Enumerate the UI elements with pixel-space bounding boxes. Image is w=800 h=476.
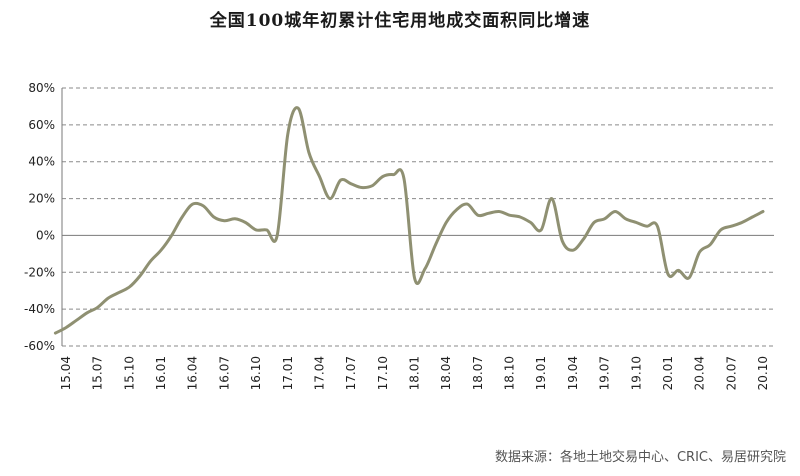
- y-tick-labels: -60% -40% -20% 0% 20% 40% 60% 80%: [24, 81, 55, 353]
- x-tick-label: 16.10: [249, 356, 263, 390]
- x-tick-label: 18.04: [439, 356, 453, 390]
- x-tick-label: 19.07: [598, 356, 612, 390]
- x-tick-label: 15.07: [91, 356, 105, 390]
- x-tick-label: 18.01: [408, 356, 422, 390]
- y-tick-label: -60%: [24, 339, 55, 353]
- y-tick-label: 80%: [28, 81, 55, 95]
- x-tick-label: 20.01: [661, 356, 675, 390]
- y-tick-label: -20%: [24, 265, 55, 279]
- x-tick-label: 19.01: [534, 356, 548, 390]
- series-line: [53, 106, 765, 335]
- x-tick-label: 17.07: [344, 356, 358, 390]
- x-tick-label: 17.01: [281, 356, 295, 390]
- x-tick-label: 20.10: [756, 356, 770, 390]
- x-tick-label: 16.01: [154, 356, 168, 390]
- x-tick-label: 15.04: [59, 356, 73, 390]
- x-tick-label: 18.10: [503, 356, 517, 390]
- y-tick-label: 40%: [28, 155, 55, 169]
- x-tick-label: 19.10: [629, 356, 643, 390]
- x-tick-label: 19.04: [566, 356, 580, 390]
- x-tick-label: 20.04: [693, 356, 707, 390]
- y-tick-label: 20%: [28, 192, 55, 206]
- x-tick-label: 17.10: [376, 356, 390, 390]
- y-tick-label: 0%: [36, 228, 55, 242]
- x-tick-label: 20.07: [724, 356, 738, 390]
- axes: [61, 88, 774, 346]
- data-source-note: 数据来源：各地土地交易中心、CRIC、易居研究院: [494, 450, 786, 465]
- chart-title: 全国100城年初累计住宅用地成交面积同比增速: [209, 11, 591, 31]
- x-tick-labels: 15.04 15.07 15.10 16.01 16.04 16.07 16.10 17.01…: [59, 356, 770, 390]
- y-tick-label: 60%: [28, 118, 55, 132]
- x-tick-label: 16.04: [186, 356, 200, 390]
- y-tick-label: -40%: [24, 302, 55, 316]
- x-tick-label: 15.10: [122, 356, 136, 390]
- series-lines: [53, 106, 765, 335]
- x-tick-label: 18.07: [471, 356, 485, 390]
- x-tick-label: 17.04: [312, 356, 326, 390]
- grid-lines: [62, 87, 774, 347]
- x-tick-label: 16.07: [217, 356, 231, 390]
